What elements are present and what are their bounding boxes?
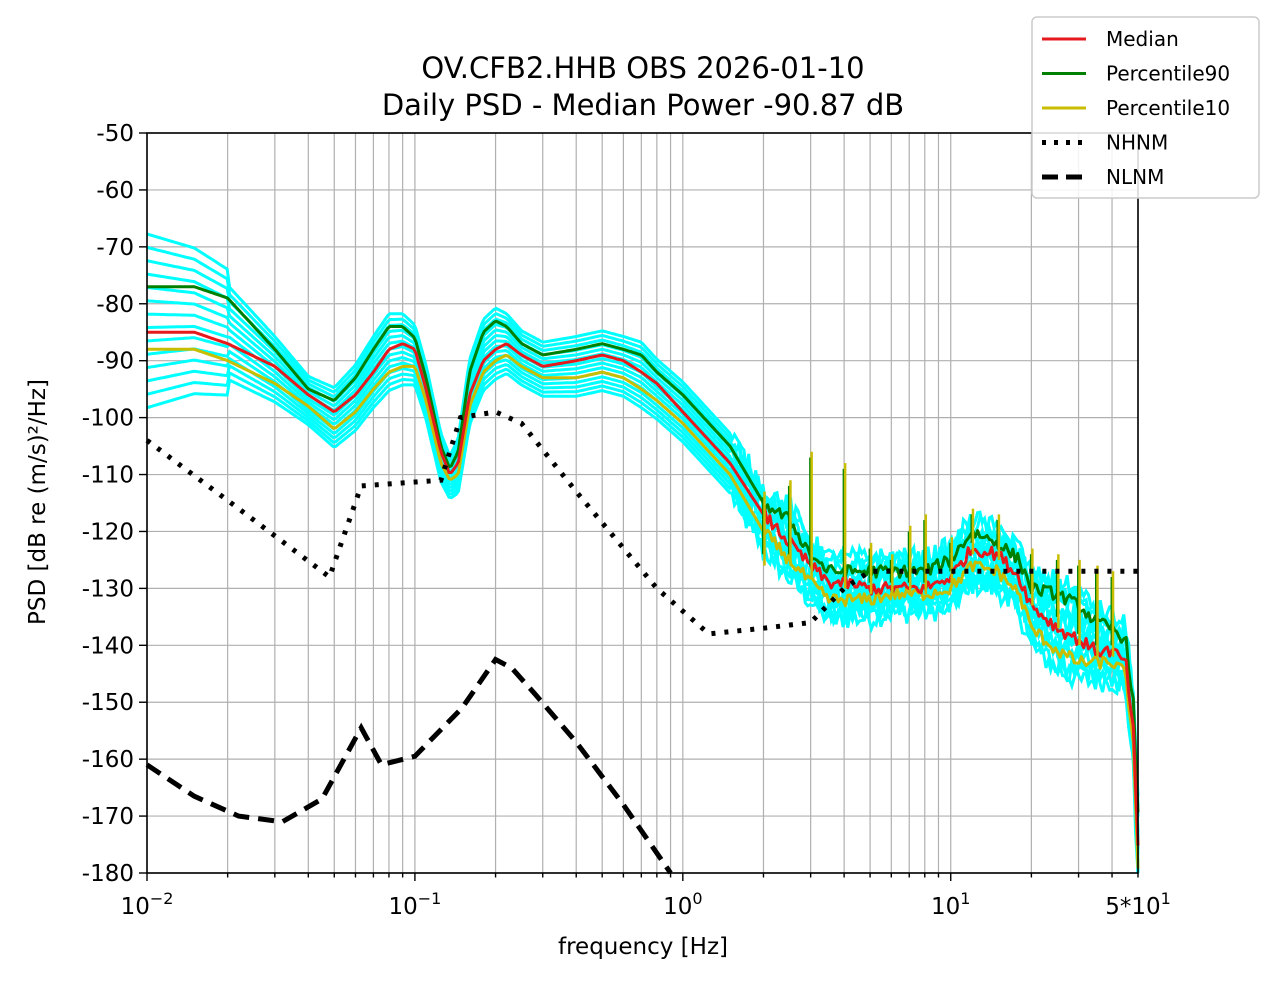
x-tick-label: 101 xyxy=(931,889,970,920)
legend-box xyxy=(1031,16,1260,199)
series-line-nhnm xyxy=(145,409,1138,637)
y-tick-label: -120 xyxy=(82,519,134,545)
series-line-nlnm xyxy=(145,656,673,875)
legend-label: Percentile90 xyxy=(1106,62,1230,86)
legend-label: Median xyxy=(1106,27,1179,51)
x-tick-base: 10 xyxy=(121,894,150,920)
y-tick-label: -70 xyxy=(96,235,134,261)
x-tick-base: 10 xyxy=(663,894,692,920)
x-tick-label: 10−1 xyxy=(388,889,441,920)
plot-frame xyxy=(146,132,1139,874)
x-tick-label: 100 xyxy=(663,889,702,920)
chart-title-line2: Daily PSD - Median Power -90.87 dB xyxy=(382,88,904,122)
hourly-psd-curve xyxy=(146,367,1140,874)
x-tick-base: 10 xyxy=(388,894,417,920)
hourly-psd-curve xyxy=(146,232,1140,797)
y-tick-label: -50 xyxy=(96,121,134,147)
hourly-psd-curve xyxy=(146,356,1140,864)
x-axis-label: frequency [Hz] xyxy=(558,934,728,960)
x-tick-exponent: −1 xyxy=(418,889,442,908)
x-tick-label: 10−2 xyxy=(121,889,174,920)
y-tick-label: -150 xyxy=(82,690,134,716)
y-tick-label: -60 xyxy=(96,178,134,204)
y-tick-label: -110 xyxy=(82,463,134,489)
series-line-percentile10 xyxy=(147,347,1140,869)
y-tick-label: -160 xyxy=(82,747,134,773)
legend-label: NLNM xyxy=(1106,165,1164,189)
y-axis-ticks: -50 -60 -70 -80 -90 -100 -110 -120 -130 -140 -150 -… xyxy=(82,121,147,887)
hourly-psd-curve xyxy=(146,347,1140,874)
y-tick-label: -140 xyxy=(82,633,134,659)
series-layer xyxy=(145,285,1140,875)
chart-title-line1: OV.CFB2.HHB OBS 2026-01-10 xyxy=(421,51,864,85)
y-tick-label: -180 xyxy=(82,861,134,887)
x-tick-exponent: 1 xyxy=(960,889,970,908)
x-axis-ticks: 10−2 10−1 100 101 5*101 xyxy=(121,873,1171,920)
legend: Median Percentile90 Percentile10 NHNM NLNM xyxy=(1031,16,1260,199)
x-tick-base: 10 xyxy=(931,894,960,920)
legend-label: Percentile10 xyxy=(1106,96,1230,120)
x-tick-base: 5*10 xyxy=(1105,894,1160,920)
y-tick-label: -170 xyxy=(82,804,134,830)
x-tick-exponent: −2 xyxy=(150,889,174,908)
hourly-psd-curve xyxy=(146,363,1140,869)
hourly-psd-curve xyxy=(146,372,1140,874)
y-tick-label: -80 xyxy=(96,292,134,318)
x-tick-exponent: 0 xyxy=(692,889,702,908)
y-tick-label: -100 xyxy=(82,406,134,432)
y-tick-label: -130 xyxy=(82,576,134,602)
grid xyxy=(146,132,1139,874)
y-tick-label: -90 xyxy=(96,349,134,375)
y-axis-label: PSD [dB re (m/s)²/Hz] xyxy=(25,379,51,625)
legend-label: NHNM xyxy=(1106,131,1168,155)
x-tick-exponent: 1 xyxy=(1161,889,1171,908)
x-tick-label: 5*101 xyxy=(1105,889,1171,920)
